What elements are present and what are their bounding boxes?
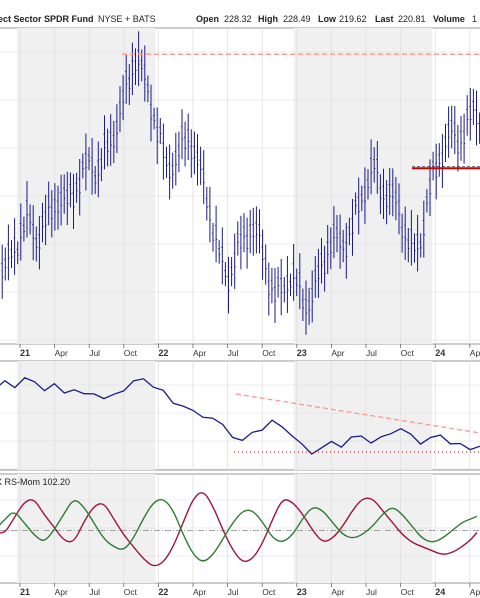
- x-tick-label: Oct: [401, 587, 415, 597]
- rs-mom-line: [0, 492, 478, 567]
- year-band: [293, 28, 433, 344]
- x-tick-label: Jul: [89, 587, 100, 597]
- x-tick-label: Apr: [55, 587, 68, 597]
- year-band: [293, 474, 433, 583]
- last-label: Last: [375, 14, 394, 24]
- x-tick-label: Apr: [470, 587, 480, 597]
- x-tick-label: Apr: [470, 348, 480, 358]
- x-axis-middle: 21 Apr Jul Oct 22 Apr Jul Oct 23 Apr Jul Oct 24 Apr: [19, 344, 480, 358]
- x-tick-label: Apr: [331, 587, 344, 597]
- last-value: 220.81: [398, 14, 426, 24]
- x-tick-label: Oct: [124, 348, 138, 358]
- x-tick-label: Apr: [331, 348, 344, 358]
- rs-ratio-line: [0, 499, 478, 562]
- x-tick-label: 24: [435, 348, 445, 358]
- high-label: High: [258, 14, 278, 24]
- x-tick-label: Apr: [55, 348, 68, 358]
- rrg-panel: X RS-Mom 102.20: [0, 477, 480, 567]
- x-tick-label: Jul: [89, 348, 100, 358]
- volume-value: 1: [472, 14, 477, 24]
- open-label: Open: [196, 14, 219, 24]
- year-band: [17, 474, 156, 583]
- low-value: 219.62: [339, 14, 367, 24]
- x-tick-label: Oct: [262, 348, 276, 358]
- x-tick-label: Oct: [124, 587, 138, 597]
- x-tick-label: Oct: [262, 587, 276, 597]
- x-tick-label: Jul: [366, 348, 377, 358]
- x-tick-label: 22: [158, 587, 168, 597]
- year-band: [17, 361, 156, 470]
- x-tick-label: Jul: [366, 587, 377, 597]
- x-tick-label: Apr: [193, 587, 206, 597]
- year-bands: [17, 28, 433, 583]
- relative-strength-panel: [0, 377, 480, 455]
- open-value: 228.32: [224, 14, 252, 24]
- fund-name: ect Sector SPDR Fund: [0, 14, 94, 24]
- year-band: [293, 361, 433, 470]
- low-label: Low: [318, 14, 337, 24]
- chart-header: ect Sector SPDR Fund NYSE + BATS Open 22…: [0, 14, 477, 24]
- x-tick-label: Jul: [228, 587, 239, 597]
- volume-label: Volume: [433, 14, 465, 24]
- x-tick-label: Oct: [401, 348, 415, 358]
- x-axis-bottom: 21 Apr Jul Oct 22 Apr Jul Oct 23 Apr Jul Oct 24 Apr: [19, 583, 480, 597]
- x-tick-label: 22: [158, 348, 168, 358]
- x-tick-label: 23: [297, 587, 307, 597]
- x-tick-label: Apr: [193, 348, 206, 358]
- x-tick-label: 23: [297, 348, 307, 358]
- x-tick-label: Jul: [228, 348, 239, 358]
- exchange-label: NYSE + BATS: [98, 14, 156, 24]
- x-tick-label: 24: [435, 587, 445, 597]
- x-tick-label: 21: [20, 348, 30, 358]
- high-value: 228.49: [283, 14, 311, 24]
- rs-mom-label: X RS-Mom 102.20: [0, 477, 70, 487]
- price-panel: [0, 31, 480, 335]
- downtrend-line: [235, 393, 480, 434]
- x-tick-label: 21: [20, 587, 30, 597]
- relative-strength-line: [0, 377, 480, 455]
